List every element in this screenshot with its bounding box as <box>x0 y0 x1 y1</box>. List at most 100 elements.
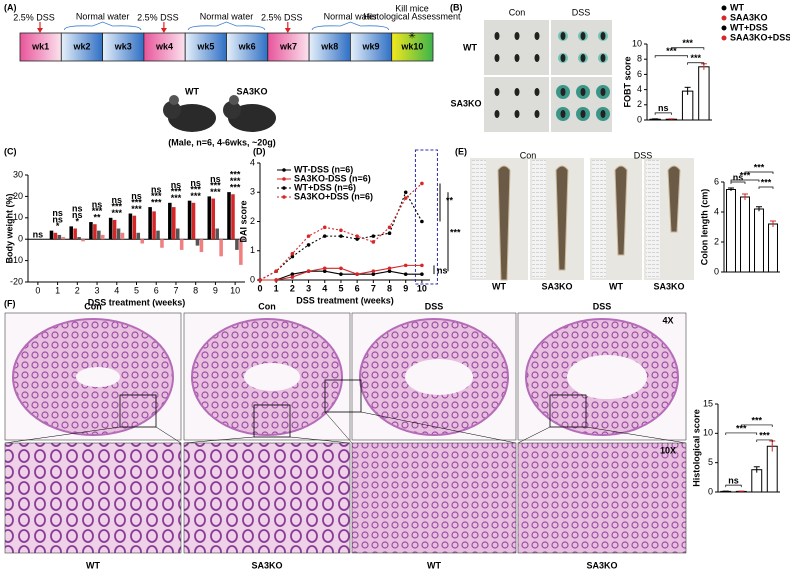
significance-label: *** <box>112 208 123 218</box>
image-bottom <box>517 442 687 554</box>
bar <box>191 202 196 240</box>
point <box>420 272 424 276</box>
point <box>387 225 392 230</box>
ruler <box>592 160 606 278</box>
stool <box>580 54 586 62</box>
y-tick-label: 20 <box>13 191 23 201</box>
bar <box>89 222 93 240</box>
stool <box>600 54 606 62</box>
bar <box>751 469 763 493</box>
y-tick-label: 4 <box>714 206 719 216</box>
x-tick-label: 8 <box>193 285 198 295</box>
bar <box>195 239 200 246</box>
stool <box>580 110 586 118</box>
week-label: wk7 <box>279 41 297 51</box>
y-tick-label: 10 <box>13 212 23 222</box>
treatment-label: Normal water <box>76 11 130 21</box>
legend-label: WT <box>730 2 744 12</box>
week-label: wk8 <box>320 41 338 51</box>
panel-label: (F) <box>4 298 16 308</box>
x-tick-label: 5 <box>338 283 343 293</box>
y-tick-label: 10 <box>632 38 642 48</box>
bar <box>231 194 235 240</box>
point <box>371 272 376 276</box>
bracket <box>730 179 760 182</box>
point <box>387 231 392 235</box>
stool <box>494 110 500 118</box>
y-tick-label: 8 <box>637 54 642 64</box>
stool <box>600 110 606 118</box>
colon <box>497 165 511 281</box>
lumen <box>567 355 647 399</box>
y-tick-label: 0 <box>18 234 23 244</box>
week-label: wk2 <box>72 41 90 51</box>
point <box>387 269 392 274</box>
bar <box>199 239 204 253</box>
y-tick-label: -20 <box>10 276 23 286</box>
y-tick-label: 3 <box>250 187 255 197</box>
zoom-line <box>517 426 551 444</box>
significance-label: *** <box>210 187 221 197</box>
bar <box>172 207 176 240</box>
zoom-line <box>360 411 517 444</box>
point <box>371 240 376 244</box>
bar <box>49 230 54 240</box>
bar <box>108 217 113 240</box>
significance-label: *** <box>131 204 142 214</box>
y-tick-label: 4 <box>250 157 255 167</box>
bracket <box>725 432 758 435</box>
ruler <box>472 160 486 278</box>
bar <box>140 239 144 244</box>
bar <box>207 196 212 240</box>
significance-label: *** <box>754 162 765 172</box>
y-axis-label: FOBT score <box>622 56 632 107</box>
row-label: WT <box>463 42 477 52</box>
point <box>339 272 343 276</box>
significance-label: *** <box>751 415 762 425</box>
image-bottom <box>4 442 182 554</box>
stool <box>560 54 566 62</box>
mouse-head <box>223 101 241 119</box>
significance-label: ns <box>151 184 162 194</box>
point <box>371 234 376 238</box>
panel-label: (E) <box>455 146 467 156</box>
x-tick-label: 6 <box>154 285 159 295</box>
stool <box>580 32 586 40</box>
zoom-line <box>4 426 121 444</box>
point <box>339 228 343 233</box>
significance-label: ns <box>190 178 201 188</box>
column-label: Con <box>520 150 537 160</box>
significance-label: *** <box>190 185 201 195</box>
stool <box>534 110 540 118</box>
y-tick-label: -10 <box>10 255 23 265</box>
week-label: wk3 <box>114 41 132 51</box>
image-label: SA3KO <box>586 560 617 570</box>
panel-label: (A) <box>4 2 17 12</box>
significance-label: ns <box>33 230 44 240</box>
x-axis-label: DSS treatment (weeks) <box>88 297 186 307</box>
column-label: DSS <box>425 301 444 311</box>
y-tick-label: 2 <box>637 99 642 109</box>
line <box>259 190 423 281</box>
point <box>371 269 376 274</box>
x-tick-label: 3 <box>306 283 311 293</box>
significance-label: ns <box>92 199 103 209</box>
stool <box>600 32 606 40</box>
image-label: SA3KO <box>251 560 282 570</box>
zoom-box <box>324 379 362 413</box>
significance-label: *** <box>759 430 770 440</box>
bracket <box>654 55 688 58</box>
point <box>306 243 311 247</box>
panel-label: (C) <box>4 146 17 156</box>
significance-label: ns <box>72 204 83 214</box>
stool <box>534 54 540 62</box>
significance-label: *** <box>210 180 221 190</box>
bar <box>128 213 133 240</box>
significance-label: ns <box>728 475 739 485</box>
significance-label: *** <box>151 197 162 207</box>
legend-marker <box>721 25 727 31</box>
bar <box>766 445 778 493</box>
legend-label: SA3KO+DSS (n=6) <box>294 191 373 201</box>
asterisk-mark: ✳ <box>408 30 416 40</box>
bar <box>120 232 125 240</box>
